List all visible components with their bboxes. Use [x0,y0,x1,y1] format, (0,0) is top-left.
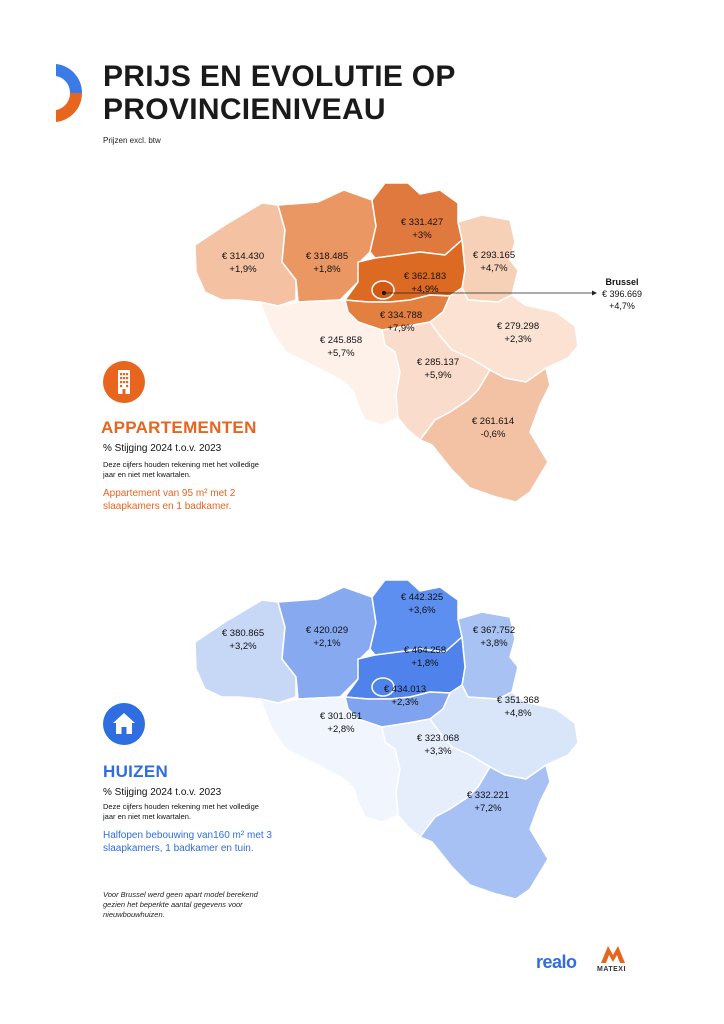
apt-label-liege: € 279.298 +2,3% [496,321,540,345]
house-label-liege: € 351.368 +4,8% [496,695,540,719]
apt-label-flemish-brabant: € 362.183 +4,9% [403,271,447,295]
page-title: PRIJS EN EVOLUTIE OP PROVINCIENIVEAU [103,60,456,126]
house-province-luxembourg [419,764,551,900]
apt-province-west-flanders [194,202,297,307]
matexi-logo-text: MATEXI [597,966,626,973]
apartment-building-icon [103,361,145,403]
house-label-east-flanders: € 420.029 +2,1% [305,625,349,649]
house-label-luxembourg: € 332.221 +7,2% [466,790,510,814]
apt-label-west-flanders: € 314.430 +1,9% [221,251,265,275]
apartments-description: Appartement van 95 m² met 2 slaapkamers … [103,488,236,512]
house-brussels-region [371,677,395,697]
apartments-note: Deze cijfers houden rekening met het vol… [103,460,259,479]
house-label-flemish-brabant: € 464.258 +1,8% [403,645,447,669]
apt-label-namur: € 285.137 +5,9% [416,357,460,381]
house-label-namur: € 323.068 +3,3% [416,733,460,757]
footnote: Voor Brussel werd geen apart model berek… [103,890,258,919]
houses-pct-label: % Stijging 2024 t.o.v. 2023 [103,787,222,798]
apt-label-walloon-brabant: € 334.788 +7,9% [379,310,423,334]
house-label-hainaut: € 301.051 +2,8% [319,711,363,735]
apt-brussels-label: Brussel € 396.669 +4,7% [601,277,643,311]
apt-province-luxembourg [419,367,551,503]
house-province-west-flanders [194,599,297,704]
apartments-title: APPARTEMENTEN [101,418,257,437]
apt-label-luxembourg: € 261.614 -0,6% [471,416,515,440]
house-label-walloon-brabant: € 434.013 +2,3% [383,684,427,708]
apartments-pct-label: % Stijging 2024 t.o.v. 2023 [103,443,222,454]
apt-label-hainaut: € 245.858 +5,7% [319,335,363,359]
page-subtitle: Prijzen excl. btw [103,136,161,145]
brand-arc-icon [56,64,83,122]
houses-description: Halfopen bebouwing van160 m² met 3 slaap… [103,830,272,854]
house-label-west-flanders: € 380.865 +3,2% [221,628,265,652]
house-label-limburg: € 367.752 +3,8% [472,625,516,649]
realo-logo: realo [536,952,577,972]
matexi-logo-icon [601,946,625,963]
houses-note: Deze cijfers houden rekening met het vol… [103,802,259,821]
apt-brussels-region [371,280,395,300]
apt-label-limburg: € 293.165 +4,7% [472,250,516,274]
house-icon [103,703,145,745]
apt-label-antwerp: € 331.427 +3% [400,217,444,241]
apt-label-east-flanders: € 318.485 +1,8% [305,251,349,275]
houses-title: HUIZEN [103,762,169,781]
house-label-antwerp: € 442.325 +3,6% [400,592,444,616]
apt-brussels-arrow [592,290,597,296]
